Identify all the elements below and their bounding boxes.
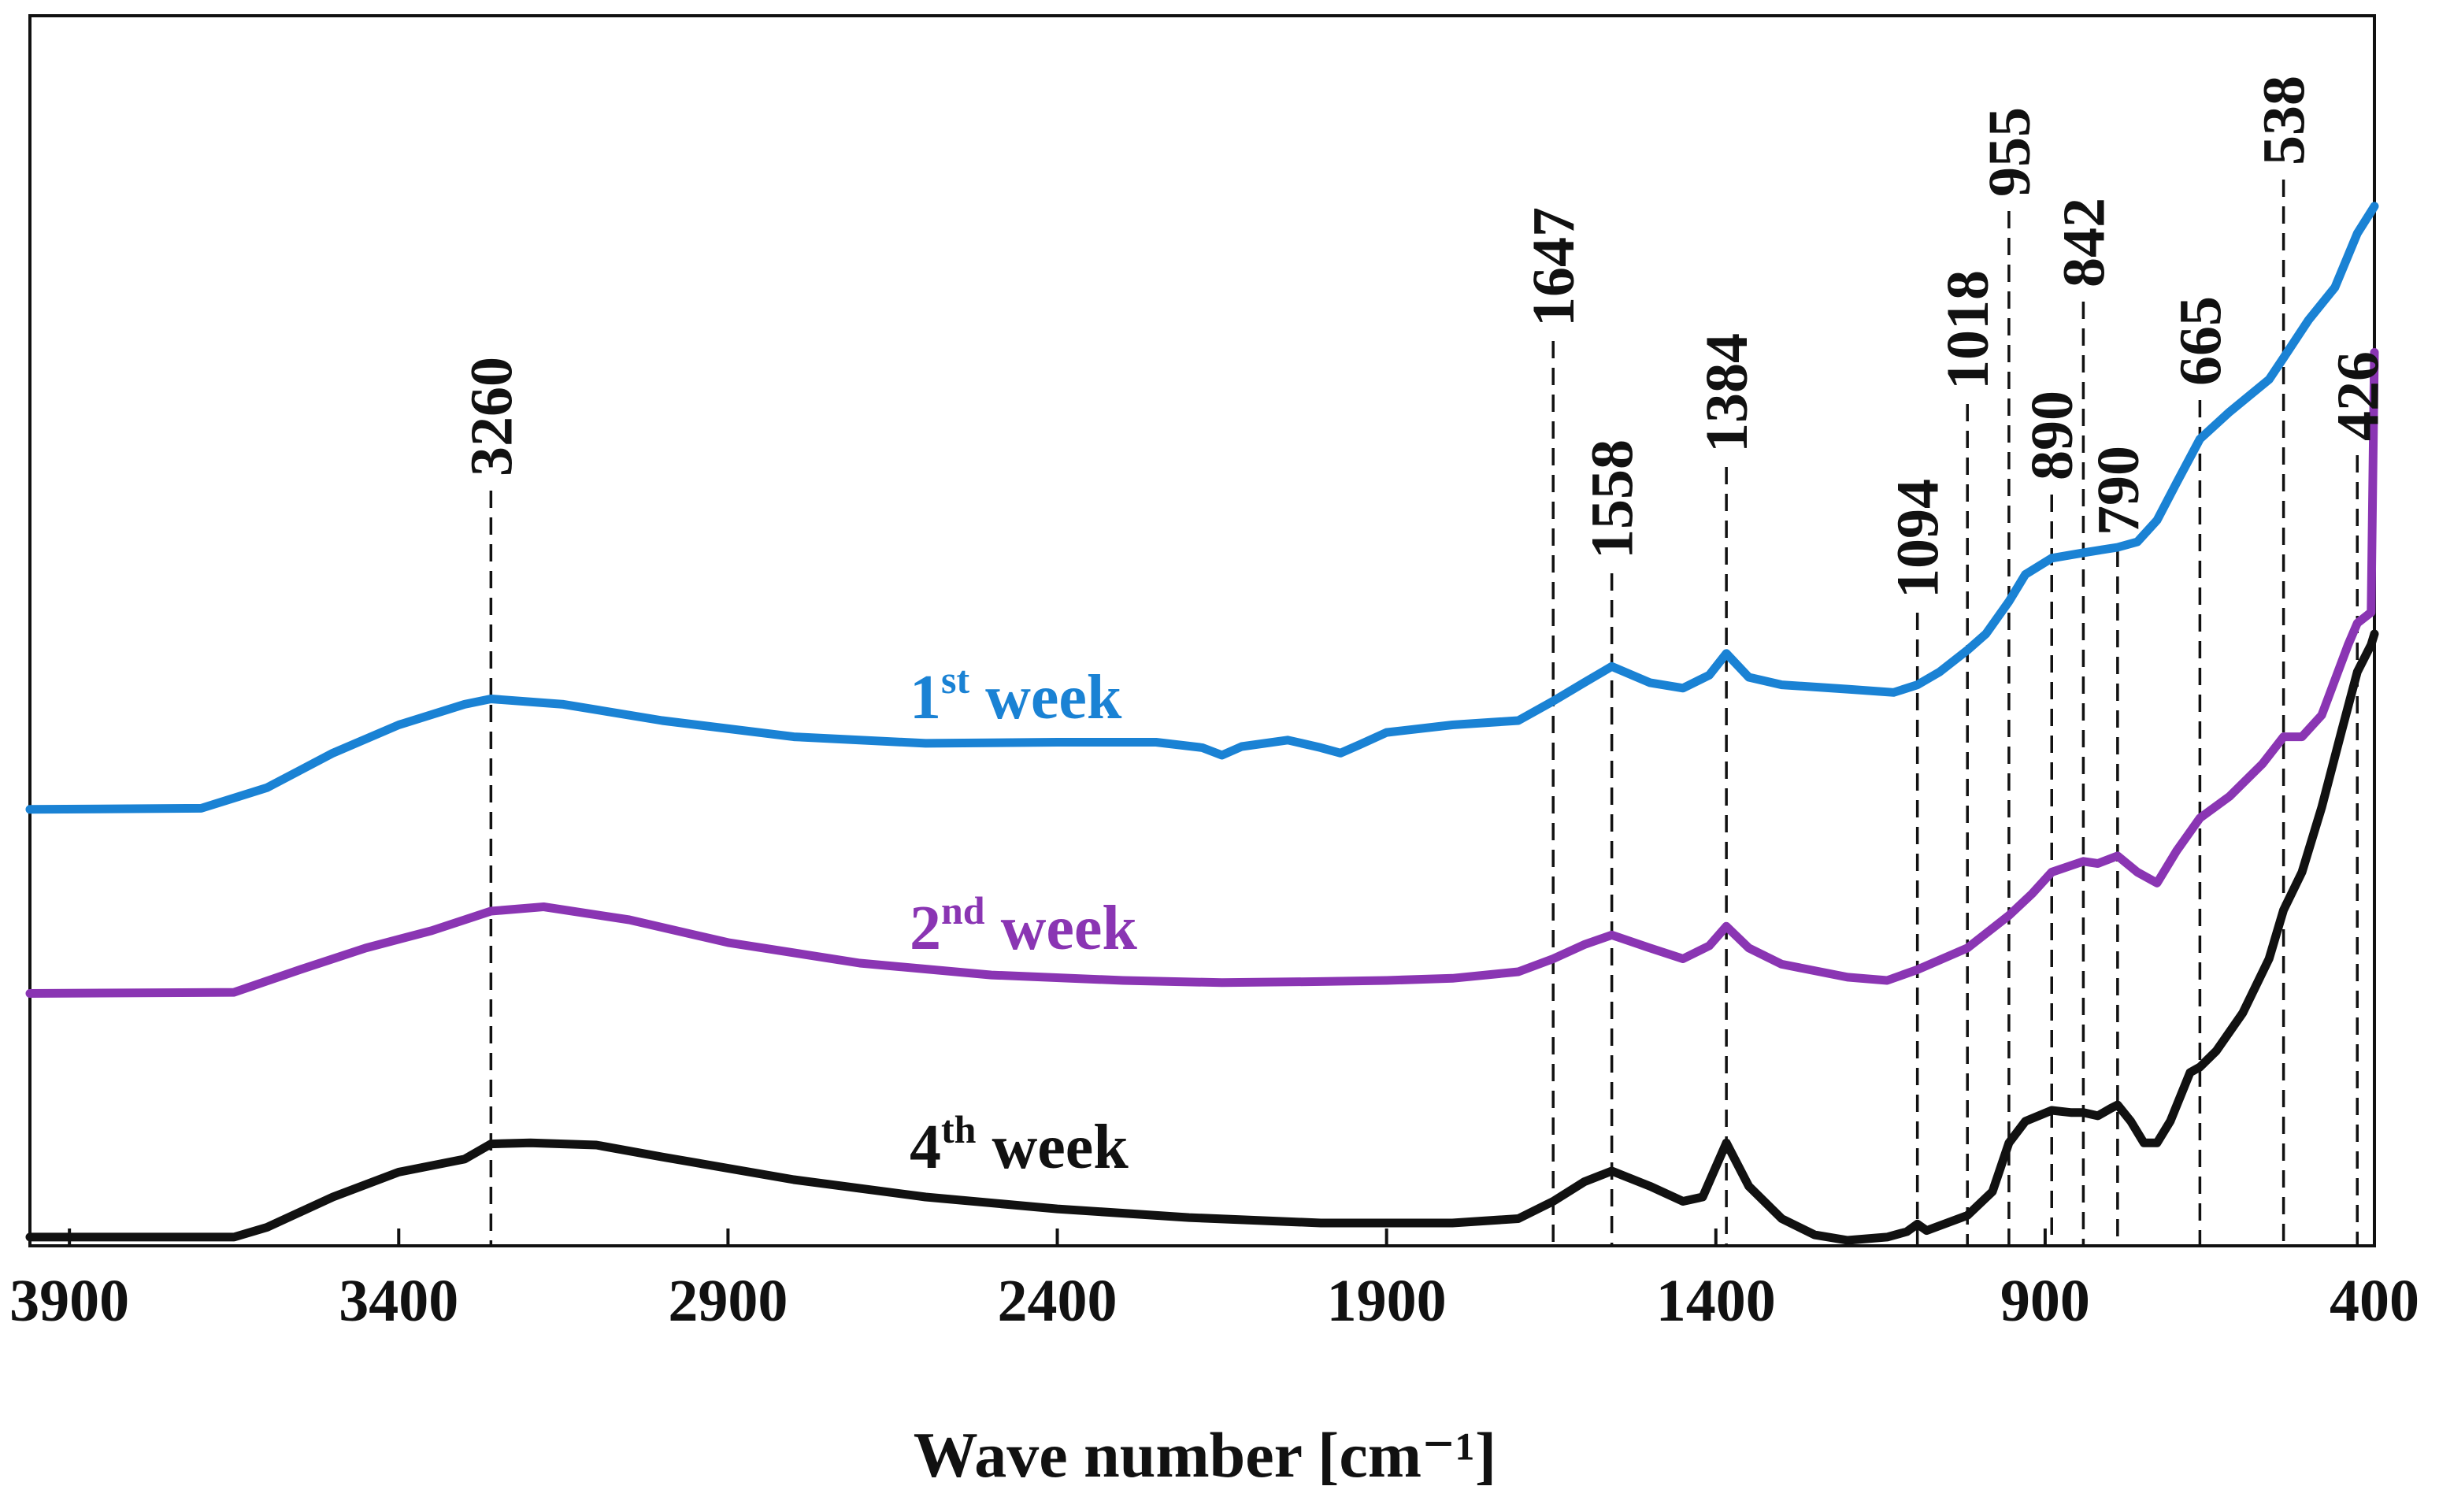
series-label-week: week: [969, 663, 1122, 732]
peak-label: 842: [2051, 198, 2117, 287]
series-label-2: 2nd week: [910, 888, 1137, 963]
peak-label: 3260: [458, 357, 524, 476]
peak-label: 790: [2085, 446, 2152, 536]
series-label-number: 2: [910, 894, 941, 963]
peak-marker-layer: [489, 180, 2359, 1244]
peak-label: 1558: [1580, 439, 1646, 559]
peak-label: 538: [2252, 76, 2318, 165]
series-label-number: 1: [910, 663, 941, 732]
series-label-week: week: [976, 1113, 1129, 1182]
peak-label: 665: [2167, 296, 2233, 386]
peak-label: 1647: [1521, 207, 1587, 327]
peak-label: 1094: [1885, 479, 1952, 598]
x-tick-label: 900: [2000, 1268, 2090, 1334]
plot-frame: [28, 14, 2376, 1247]
x-tick-label: 3400: [339, 1268, 458, 1334]
peak-label: 1384: [1694, 333, 1760, 453]
series-label-suffix: st: [941, 658, 969, 702]
series-label-suffix: th: [941, 1107, 977, 1151]
x-tick-label: 2400: [998, 1268, 1118, 1334]
series-label-suffix: nd: [941, 888, 985, 932]
series-label-number: 4: [910, 1113, 941, 1182]
series-line-1: [25, 202, 2379, 814]
peak-label: 426: [2325, 351, 2391, 441]
series-layer: [25, 202, 2379, 1245]
x-axis-title: Wave number [cm⁻¹]: [914, 1419, 1496, 1491]
series-label-3: 4th week: [910, 1107, 1129, 1182]
series-line-2: [25, 348, 2379, 998]
peak-label: 890: [2019, 391, 2085, 480]
series-line-3: [25, 629, 2379, 1245]
x-tick-label: 1400: [1656, 1268, 1776, 1334]
peak-label: 955: [1977, 107, 2043, 197]
x-tick-label: 1900: [1327, 1268, 1447, 1334]
peak-label: 1018: [1935, 270, 2001, 390]
x-tick-label: 2900: [668, 1268, 788, 1334]
x-tick-label: 400: [2330, 1268, 2419, 1334]
x-axis-ticks: 3900 3400 2900 2400 1900 1400 900 400: [9, 1228, 2419, 1334]
series-label-1: 1st week: [910, 658, 1122, 732]
x-tick-label: 3900: [9, 1268, 129, 1334]
series-label-week: week: [985, 894, 1138, 963]
